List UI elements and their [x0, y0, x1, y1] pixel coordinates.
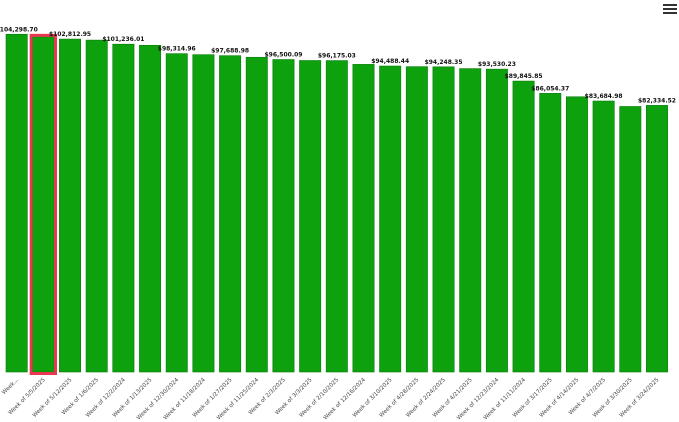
bar-17[interactable] — [459, 68, 482, 373]
bar-12[interactable] — [325, 60, 348, 373]
bar-13[interactable] — [352, 64, 375, 373]
data-label-6: $98,314.96 — [158, 46, 196, 53]
menu-line — [663, 8, 677, 10]
bar-3[interactable] — [85, 39, 108, 373]
data-label-20: $86,054.37 — [531, 85, 569, 92]
bar-15[interactable] — [405, 66, 428, 373]
bar-2[interactable] — [59, 38, 82, 373]
bar-16[interactable] — [432, 66, 455, 373]
data-label-18: $93,530.23 — [478, 61, 516, 68]
bar-8[interactable] — [219, 55, 242, 373]
x-tick-label-0: Week... — [1, 377, 20, 396]
bar-20[interactable] — [539, 93, 562, 373]
data-label-16: $94,248.35 — [425, 59, 463, 66]
data-label-12: $96,175.03 — [318, 53, 356, 60]
bar-9[interactable] — [245, 56, 268, 373]
bar-4[interactable] — [112, 43, 135, 373]
bar-21[interactable] — [565, 96, 588, 373]
data-label-14: $94,488.44 — [371, 58, 409, 65]
data-label-2: $102,812.95 — [49, 31, 91, 38]
data-label-22: $83,684.98 — [585, 93, 623, 100]
bar-0[interactable] — [5, 33, 28, 373]
bar-7[interactable] — [192, 54, 215, 373]
data-label-24: $82,334.52 — [638, 97, 676, 104]
data-label-19: $89,845.85 — [505, 73, 543, 80]
highlight-outline — [29, 33, 58, 376]
bar-18[interactable] — [485, 68, 508, 373]
data-label-0: $104,298.70 — [0, 26, 38, 33]
menu-line — [663, 12, 677, 14]
bar-14[interactable] — [379, 65, 402, 373]
data-label-10: $96,500.09 — [264, 52, 302, 59]
data-label-8: $97,688.98 — [211, 48, 249, 55]
bar-24[interactable] — [646, 105, 668, 373]
menu-line — [663, 4, 677, 6]
bar-22[interactable] — [592, 100, 615, 373]
bar-10[interactable] — [272, 59, 295, 373]
bar-1[interactable] — [32, 36, 55, 373]
bar-19[interactable] — [512, 80, 535, 373]
bar-23[interactable] — [619, 106, 642, 373]
hamburger-menu-icon[interactable] — [663, 4, 677, 16]
bar-5[interactable] — [139, 44, 162, 373]
data-label-4: $101,236.01 — [102, 36, 144, 43]
bar-6[interactable] — [165, 53, 188, 373]
bar-11[interactable] — [299, 60, 322, 373]
